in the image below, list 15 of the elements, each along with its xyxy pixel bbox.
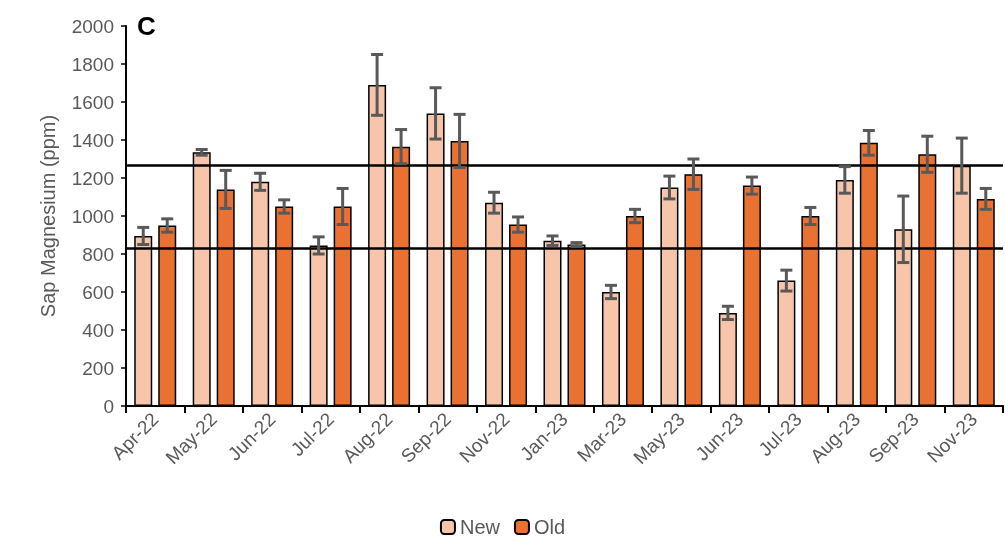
y-tick-label: 400 bbox=[82, 319, 114, 341]
y-tick-label: 600 bbox=[82, 281, 114, 303]
y-tick-label: 1400 bbox=[71, 129, 114, 151]
y-axis-title: Sap Magnesium (ppm) bbox=[37, 114, 59, 318]
y-tick-label: 1000 bbox=[71, 205, 114, 227]
y-tick-label: 0 bbox=[103, 395, 114, 417]
y-tick-label: 800 bbox=[82, 243, 114, 265]
y-tick-label: 1800 bbox=[71, 53, 114, 75]
legend-label: Old bbox=[533, 516, 566, 538]
y-tick-label: 2000 bbox=[71, 15, 114, 37]
y-tick-label: 200 bbox=[82, 357, 114, 379]
chart-title: C bbox=[137, 11, 156, 41]
y-tick-label: 1600 bbox=[71, 91, 114, 113]
y-tick-label: 1200 bbox=[71, 167, 114, 189]
legend-label: New bbox=[459, 516, 501, 538]
